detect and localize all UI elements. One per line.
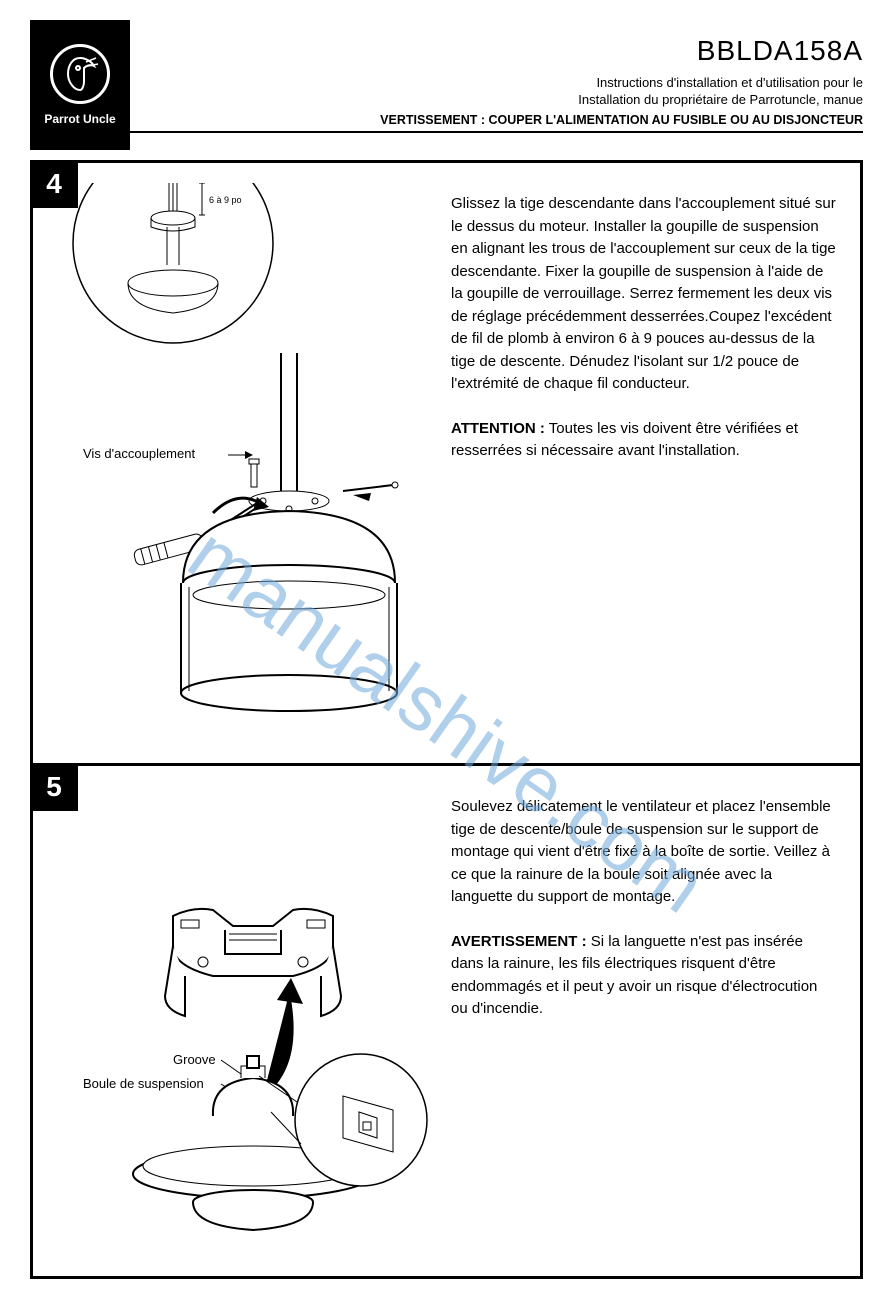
step-5: 5 (33, 766, 860, 1276)
page-header: Parrot Uncle BBLDA158A Instructions d'in… (30, 20, 863, 150)
inset-dim-label: 6 à 9 po (209, 195, 242, 205)
step-5-warning: AVERTISSEMENT : Si la languette n'est pa… (451, 931, 836, 1021)
subtitle-line-1: Instructions d'installation et d'utilisa… (130, 75, 863, 90)
warning-label: AVERTISSEMENT : (451, 933, 587, 950)
step-4-attention: ATTENTION : Toutes les vis doivent être … (451, 418, 836, 463)
step-5-illustration: Groove Boule de suspension (53, 786, 433, 1256)
header-right: BBLDA158A Instructions d'installation et… (130, 20, 863, 133)
attention-label: ATTENTION : (451, 420, 545, 437)
subtitle-line-2: Installation du propriétaire de Parrotun… (130, 92, 863, 107)
brand-logo-box: Parrot Uncle (30, 20, 130, 150)
header-warning: VERTISSEMENT : COUPER L'ALIMENTATION AU … (130, 113, 863, 133)
steps-container: manualshive.com 4 (30, 160, 863, 1279)
step-number-badge: 4 (30, 160, 78, 208)
step-4-text: Glissez la tige descendante dans l'accou… (451, 183, 836, 743)
brand-name: Parrot Uncle (44, 112, 115, 126)
parrot-logo-icon (50, 44, 110, 104)
step-number-badge: 5 (30, 763, 78, 811)
step-4: 4 (33, 163, 860, 766)
step-5-text: Soulevez délicatement le ventilateur et … (451, 786, 836, 1256)
hanger-ball-label: Boule de suspension (83, 1076, 204, 1091)
step-4-illustration: 6 à 9 po Vis d'accouplement (53, 183, 433, 743)
coupling-screw-label: Vis d'accouplement (83, 446, 195, 461)
groove-label: Groove (173, 1052, 216, 1067)
model-number: BBLDA158A (130, 35, 863, 67)
step-5-paragraph: Soulevez délicatement le ventilateur et … (451, 796, 836, 909)
step-4-paragraph: Glissez la tige descendante dans l'accou… (451, 193, 836, 396)
manual-page: Parrot Uncle BBLDA158A Instructions d'in… (0, 0, 893, 1299)
